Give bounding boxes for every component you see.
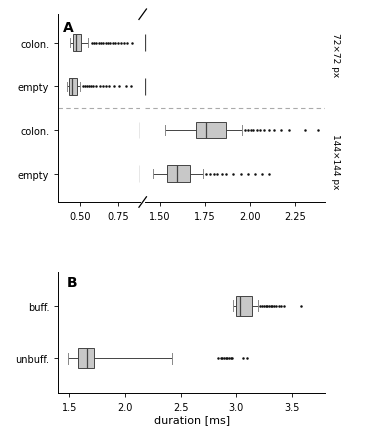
Bar xyxy=(236,296,252,316)
Bar xyxy=(78,349,94,368)
Bar xyxy=(196,122,226,139)
Bar xyxy=(73,35,81,52)
Text: 144×144 px: 144×144 px xyxy=(331,134,340,189)
Text: A: A xyxy=(63,21,74,35)
Bar xyxy=(69,79,77,95)
Text: B: B xyxy=(66,276,77,289)
Bar xyxy=(167,166,190,183)
X-axis label: duration [ms]: duration [ms] xyxy=(154,414,230,424)
Text: 72×72 px: 72×72 px xyxy=(331,33,340,77)
